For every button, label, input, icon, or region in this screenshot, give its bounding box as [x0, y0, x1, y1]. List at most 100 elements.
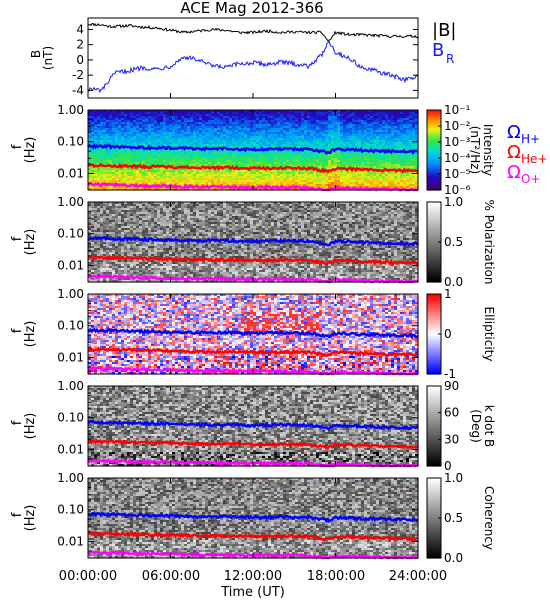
heatmap-cell: [157, 156, 161, 159]
heatmap-cell: [160, 170, 164, 173]
heatmap-cell: [196, 114, 200, 117]
heatmap-cell: [214, 126, 218, 129]
heatmap-cell: [367, 160, 371, 163]
heatmap-cell: [94, 150, 98, 153]
heatmap-cell: [136, 160, 140, 163]
heatmap-cell: [139, 134, 143, 137]
heatmap-cell: [265, 126, 269, 129]
heatmap-cell: [217, 154, 221, 157]
heatmap-cell: [340, 146, 344, 149]
heatmap-cell: [157, 142, 161, 145]
heatmap-cell: [121, 134, 125, 137]
heatmap-cell: [100, 150, 104, 153]
heatmap-cell: [388, 132, 392, 135]
heatmap-cell: [118, 154, 122, 157]
heatmap-cell: [364, 162, 368, 165]
heatmap-cell: [181, 116, 185, 119]
heatmap-cell: [370, 158, 374, 161]
heatmap-cell: [157, 148, 161, 151]
heatmap-cell: [277, 116, 281, 119]
heatmap-cell: [241, 120, 245, 123]
magnetic-field-panel: 420-2-4B(nT)|B|B R: [29, 17, 456, 99]
heatmap-cell: [310, 158, 314, 161]
heatmap-cell: [133, 122, 137, 125]
heatmap-cell: [133, 116, 137, 119]
heatmap-cell: [235, 130, 239, 133]
y-tick-label: -2: [72, 68, 84, 82]
heatmap-cell: [346, 118, 350, 121]
heatmap-cell: [394, 138, 398, 141]
heatmap-cell: [100, 162, 104, 165]
heatmap-cell: [388, 136, 392, 139]
heatmap-cell: [169, 162, 173, 165]
plot-background: [88, 18, 418, 98]
heatmap-cell: [130, 160, 134, 163]
heatmap-cell: [388, 144, 392, 147]
heatmap-cell: [397, 156, 401, 159]
heatmap-cell: [250, 152, 254, 155]
heatmap-cell: [157, 128, 161, 131]
heatmap-cell: [271, 144, 275, 147]
heatmap-cell: [391, 124, 395, 127]
heatmap-cell: [400, 168, 404, 171]
heatmap-cell: [403, 154, 407, 157]
heatmap-cell: [310, 124, 314, 127]
heatmap-cell: [157, 152, 161, 155]
heatmap-cell: [280, 130, 284, 133]
heatmap-cell: [202, 158, 206, 161]
heatmap-cell: [310, 144, 314, 147]
heatmap-cell: [268, 118, 272, 121]
heatmap-cell: [97, 170, 101, 173]
heatmap-cell: [301, 140, 305, 143]
heatmap-cell: [139, 148, 143, 151]
heatmap-cell: [109, 132, 113, 135]
heatmap-cell: [241, 128, 245, 131]
heatmap-cell: [229, 146, 233, 149]
heatmap-cell: [88, 126, 92, 129]
heatmap-cell: [220, 134, 224, 137]
heatmap-cell: [346, 126, 350, 129]
heatmap-cell: [247, 122, 251, 125]
heatmap-cell: [106, 160, 110, 163]
heatmap-cell: [349, 158, 353, 161]
heatmap-cell: [205, 124, 209, 127]
heatmap-cell: [337, 118, 341, 121]
heatmap-cell: [259, 160, 263, 163]
heatmap-cell: [148, 124, 152, 127]
heatmap-cell: [94, 110, 98, 113]
heatmap-cell: [331, 130, 335, 133]
heatmap-cell: [295, 124, 299, 127]
heatmap-cell: [109, 140, 113, 143]
heatmap-cell: [295, 126, 299, 129]
heatmap-cell: [370, 156, 374, 159]
heatmap-cell: [301, 158, 305, 161]
heatmap-cell: [355, 112, 359, 115]
heatmap-cell: [319, 124, 323, 127]
heatmap-cell: [394, 164, 398, 167]
heatmap-cell: [304, 120, 308, 123]
heatmap-cell: [322, 134, 326, 137]
heatmap-cell: [280, 146, 284, 149]
heatmap-cell: [289, 122, 293, 125]
heatmap-cell: [331, 144, 335, 147]
heatmap-cell: [331, 166, 335, 169]
heatmap-cell: [118, 142, 122, 145]
heatmap-cell: [130, 128, 134, 131]
heatmap-cell: [91, 158, 95, 161]
heatmap-cell: [391, 162, 395, 165]
heatmap-cell: [337, 126, 341, 129]
heatmap-cell: [409, 166, 413, 169]
heatmap-cell: [295, 122, 299, 125]
heatmap-cell: [259, 154, 263, 157]
heatmap-cell: [358, 152, 362, 155]
heatmap-cell: [319, 130, 323, 133]
heatmap-cell: [262, 112, 266, 115]
heatmap-cell: [409, 148, 413, 151]
heatmap-cell: [178, 132, 182, 135]
heatmap-cell: [349, 116, 353, 119]
heatmap-cell: [322, 144, 326, 147]
heatmap-cell: [163, 142, 167, 145]
heatmap-cell: [118, 172, 122, 175]
heatmap-cell: [130, 142, 134, 145]
heatmap-cell: [223, 154, 227, 157]
